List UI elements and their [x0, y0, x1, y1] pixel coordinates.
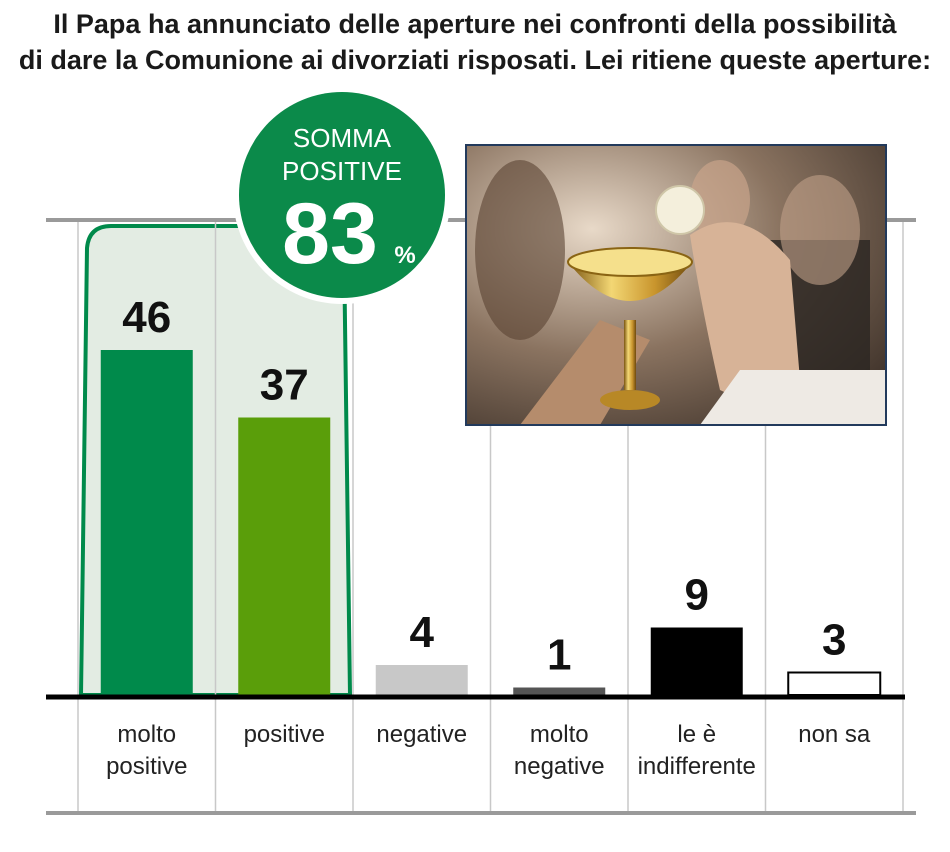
- value-labels: 46 37 4 1 9 3: [122, 293, 846, 680]
- category-label: molto: [530, 721, 589, 748]
- category-label: non sa: [798, 721, 871, 748]
- category-label: negative: [514, 753, 605, 780]
- bar: [100, 350, 193, 695]
- bar: [375, 665, 468, 695]
- bar: [238, 417, 331, 695]
- category-label: positive: [244, 721, 325, 748]
- category-labels: molto positive positive negative molto negati…: [106, 721, 871, 780]
- communion-photo: [466, 145, 886, 425]
- badge-title-line-2: POSITIVE: [282, 156, 402, 186]
- value-label: 3: [822, 616, 846, 665]
- value-label: 4: [410, 608, 435, 657]
- bar: [650, 627, 743, 695]
- chart-title: Il Papa ha annunciato delle aperture nei…: [0, 6, 950, 78]
- value-label: 37: [260, 361, 309, 410]
- category-label: indifferente: [638, 753, 756, 780]
- value-label: 46: [122, 293, 171, 342]
- bar: [513, 687, 606, 695]
- title-line-2: di dare la Comunione ai divorziati rispo…: [18, 45, 932, 75]
- badge-unit: %: [394, 242, 415, 269]
- bar: [787, 671, 882, 696]
- category-label: molto: [117, 721, 176, 748]
- value-label: 9: [685, 571, 709, 620]
- badge-title-line-1: SOMMA: [293, 123, 392, 153]
- category-label: positive: [106, 753, 187, 780]
- badge-value: 83: [282, 186, 378, 282]
- somma-positive-badge: SOMMA POSITIVE 83 %: [233, 86, 451, 304]
- value-label: 1: [547, 631, 571, 680]
- photo-frame: [465, 144, 887, 426]
- title-line-1: Il Papa ha annunciato delle aperture nei…: [53, 9, 897, 39]
- bars: [100, 350, 882, 696]
- category-label: negative: [376, 721, 467, 748]
- category-label: le è: [677, 721, 716, 748]
